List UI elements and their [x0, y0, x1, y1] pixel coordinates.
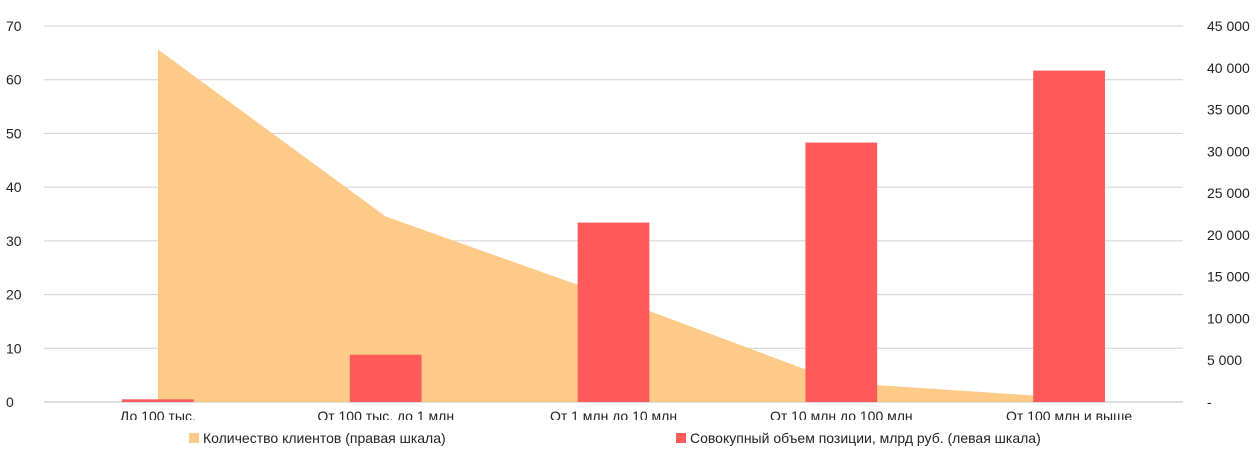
x-tick-label: От 100 тыс. до 1 млн — [317, 408, 454, 420]
right-tick-label: 35 000 — [1207, 102, 1250, 118]
bar-volume — [349, 354, 422, 402]
bar-volume — [805, 142, 878, 402]
right-tick-label: 10 000 — [1207, 310, 1250, 326]
right-tick-label: 20 000 — [1207, 227, 1250, 243]
x-tick-label: От 100 млн и выше — [1006, 408, 1132, 420]
right-tick-label: 45 000 — [1207, 18, 1250, 34]
bar-series — [122, 70, 1105, 402]
x-axis: До 100 тыс. От 100 тыс. до 1 млн От 1 млн … — [120, 408, 1132, 420]
legend-swatch-volume — [676, 433, 686, 443]
left-tick-label: 50 — [6, 125, 22, 141]
chart: 0 10 20 30 40 50 60 70 - 5 000 10 000 15 000 20 000… — [6, 18, 1250, 420]
x-tick-label: От 10 млн до 100 млн — [770, 408, 913, 420]
left-tick-label: 20 — [6, 287, 22, 303]
area-clients — [157, 49, 1070, 402]
right-tick-label: 25 000 — [1207, 185, 1250, 201]
right-tick-label: - — [1207, 394, 1212, 410]
left-tick-label: 60 — [6, 72, 22, 88]
right-tick-label: 5 000 — [1207, 352, 1242, 368]
left-tick-label: 10 — [6, 340, 22, 356]
legend-swatch-clients — [189, 433, 199, 443]
left-tick-label: 0 — [6, 394, 14, 410]
right-tick-label: 40 000 — [1207, 60, 1250, 76]
bar-volume — [1033, 70, 1105, 402]
left-tick-label: 40 — [6, 179, 22, 195]
bar-volume — [577, 222, 650, 402]
bar-volume — [122, 399, 194, 402]
left-tick-label: 30 — [6, 233, 22, 249]
x-tick-label: От 1 млн до 10 млн — [550, 408, 677, 420]
x-tick-label: До 100 тыс. — [120, 408, 196, 420]
left-tick-label: 70 — [6, 18, 22, 34]
legend-item-volume: Совокупный объем позиции, млрд руб. (лев… — [676, 430, 1041, 446]
right-tick-label: 15 000 — [1207, 269, 1250, 285]
left-axis: 0 10 20 30 40 50 60 70 — [6, 18, 22, 410]
right-axis: - 5 000 10 000 15 000 20 000 25 000 30 000 35 0… — [1207, 18, 1250, 410]
legend-item-clients: Количество клиентов (правая шкала) — [189, 430, 446, 446]
area-series — [157, 49, 1070, 402]
right-tick-label: 30 000 — [1207, 143, 1250, 159]
legend-label-clients: Количество клиентов (правая шкала) — [203, 430, 446, 446]
legend-label-volume: Совокупный объем позиции, млрд руб. (лев… — [690, 430, 1041, 446]
